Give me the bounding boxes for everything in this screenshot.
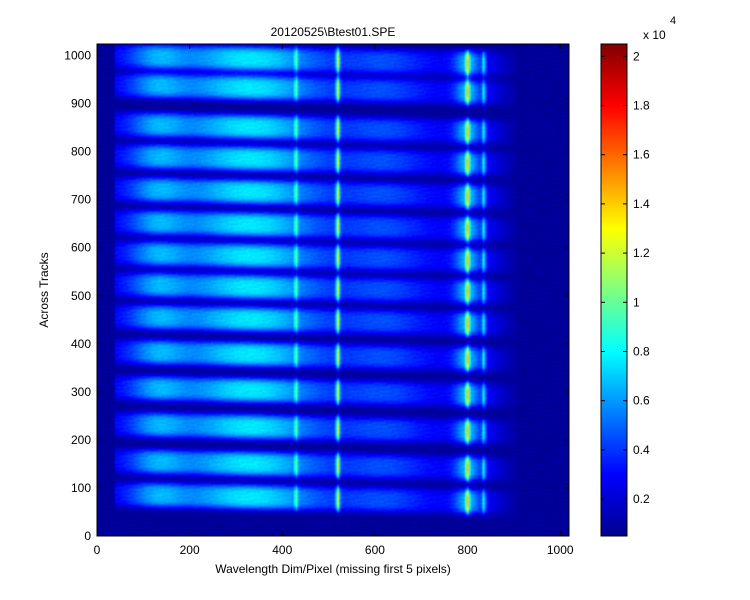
colorbar: 0.2 0.4 0.6 0.8 1 1.2 1.4 1.6 1.8 2 x 10 4 — [600, 15, 676, 537]
y-tick-label: 1000 — [64, 49, 91, 63]
y-tick-label: 800 — [71, 145, 91, 159]
colorbar-tick-label: 0.2 — [633, 492, 650, 506]
heatmap-image — [97, 44, 569, 536]
y-tick-label: 500 — [71, 289, 91, 303]
x-tick-label: 1000 — [547, 543, 574, 557]
colorbar-exponent-label: x 10 — [643, 28, 666, 42]
y-tick-label: 200 — [71, 433, 91, 447]
colorbar-tick-label: 0.4 — [633, 443, 650, 457]
y-tick-label: 600 — [71, 241, 91, 255]
y-tick-label: 700 — [71, 193, 91, 207]
y-axis: 0 100 200 300 400 500 600 700 800 900 1000 — [64, 49, 569, 543]
colorbar-gradient — [600, 43, 628, 537]
x-tick-label: 400 — [272, 543, 292, 557]
x-tick-label: 600 — [365, 543, 385, 557]
colorbar-tick-label: 1.2 — [633, 246, 650, 260]
colorbar-tick-label: 0.8 — [633, 345, 650, 359]
colorbar-tick-label: 1 — [633, 295, 640, 309]
chart-title: 20120525\Btest01.SPE — [271, 25, 396, 39]
plot-frame — [96, 43, 570, 537]
y-tick-label: 900 — [71, 97, 91, 111]
y-tick-label: 300 — [71, 385, 91, 399]
x-axis-label: Wavelength Dim/Pixel (missing first 5 pi… — [215, 562, 451, 576]
x-tick-label: 200 — [180, 543, 200, 557]
y-tick-label: 400 — [71, 337, 91, 351]
x-axis: 0 200 400 600 800 1000 — [94, 44, 574, 557]
y-axis-label: Across Tracks — [37, 252, 51, 327]
colorbar-tick-label: 2 — [633, 49, 640, 63]
colorbar-ticks: 0.2 0.4 0.6 0.8 1 1.2 1.4 1.6 1.8 2 — [601, 49, 650, 506]
y-tick-label: 100 — [71, 481, 91, 495]
colorbar-tick-label: 0.6 — [633, 394, 650, 408]
colorbar-tick-label: 1.8 — [633, 99, 650, 113]
colorbar-exponent: 4 — [670, 15, 676, 27]
colorbar-tick-label: 1.6 — [633, 148, 650, 162]
y-tick-label: 0 — [84, 529, 91, 543]
x-tick-label: 800 — [458, 543, 478, 557]
heatmap-plot-area — [96, 43, 570, 537]
colorbar-tick-label: 1.4 — [633, 197, 650, 211]
x-tick-label: 0 — [94, 543, 101, 557]
